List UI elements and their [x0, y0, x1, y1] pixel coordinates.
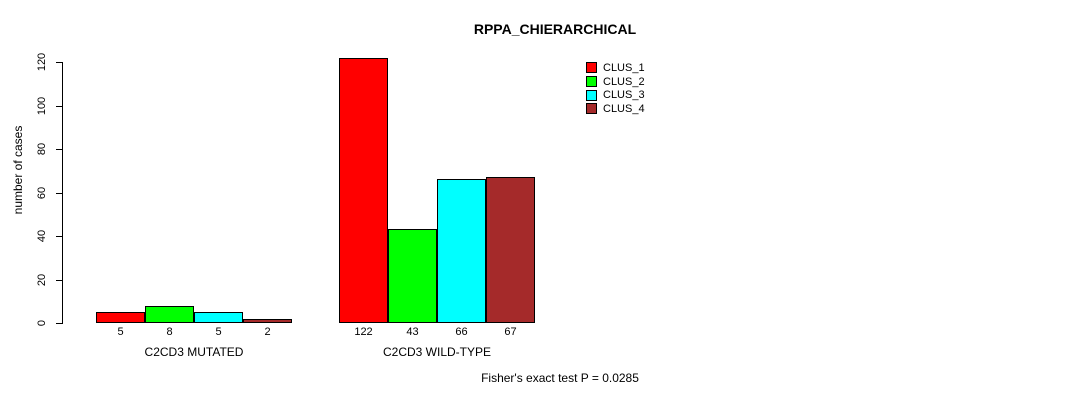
y-axis-tick-label: 120	[36, 52, 48, 72]
bar-value-label: 67	[504, 326, 517, 338]
bar-value-label: 43	[406, 326, 419, 338]
bar-clus_3-group1	[194, 312, 243, 323]
y-axis-tick	[56, 62, 62, 63]
y-axis-tick-label: 20	[36, 273, 48, 286]
y-axis-tick	[56, 149, 62, 150]
y-axis-tick-label: 0	[36, 319, 48, 327]
bar-value-label: 2	[264, 326, 271, 338]
group-label: C2CD3 MUTATED	[144, 345, 244, 359]
chart-title: RPPA_CHIERARCHICAL	[473, 21, 637, 37]
bar-value-label: 8	[166, 326, 173, 338]
group-label: C2CD3 WILD-TYPE	[382, 345, 492, 359]
bar-clus_4-group2	[486, 177, 535, 323]
bar-value-label: 122	[354, 326, 373, 338]
bar-clus_2-group1	[145, 305, 194, 323]
legend-item-clus_1: CLUS_1	[586, 61, 645, 75]
footer-annotation: Fisher's exact test P = 0.0285	[481, 371, 639, 385]
legend-swatch-clus_3	[586, 89, 597, 101]
legend-label: CLUS_3	[603, 89, 645, 102]
y-axis-tick-label: 80	[36, 142, 48, 156]
legend-item-clus_2: CLUS_2	[586, 75, 645, 89]
legend-item-clus_3: CLUS_3	[586, 88, 645, 102]
y-axis-tick-label: 60	[36, 186, 48, 199]
legend: CLUS_1 CLUS_2 CLUS_3 CLUS_4	[586, 61, 645, 116]
y-axis-line	[62, 62, 63, 324]
bar-value-label: 5	[215, 326, 222, 338]
y-axis-tick-label: 40	[36, 229, 48, 243]
legend-label: CLUS_4	[603, 102, 645, 115]
y-axis-tick-label: 100	[36, 96, 48, 115]
legend-label: CLUS_2	[603, 75, 645, 88]
bar-value-label: 66	[455, 326, 468, 338]
legend-swatch-clus_1	[586, 62, 597, 74]
bar-clus_1-group2	[339, 57, 388, 323]
bar-clus_4-group1	[243, 318, 292, 323]
y-axis-label: number of cases	[11, 125, 25, 215]
bar-value-label: 5	[117, 326, 124, 338]
y-axis-tick	[56, 192, 62, 194]
legend-label: CLUS_1	[603, 61, 645, 74]
legend-swatch-clus_4	[586, 103, 597, 115]
bar-clus_3-group2	[437, 179, 486, 323]
legend-swatch-clus_2	[586, 76, 597, 88]
y-axis-tick	[56, 105, 62, 107]
legend-item-clus_4: CLUS_4	[586, 102, 645, 116]
bar-clus_1-group1	[96, 312, 145, 323]
y-axis-tick	[56, 236, 62, 237]
y-axis-tick	[56, 323, 62, 324]
y-axis-tick	[56, 279, 62, 281]
bar-clus_2-group2	[388, 229, 437, 323]
